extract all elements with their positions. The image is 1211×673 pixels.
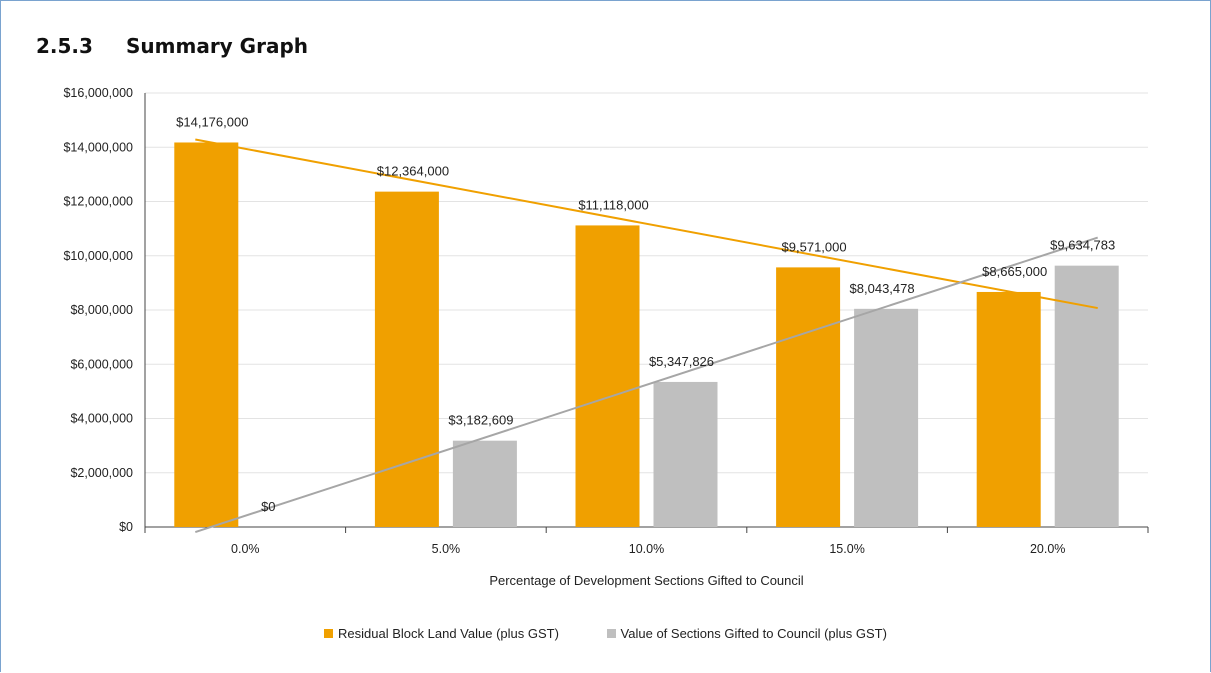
y-tick-label: $6,000,000	[70, 357, 133, 371]
y-tick-label: $4,000,000	[70, 412, 133, 426]
legend-label-residual: Residual Block Land Value (plus GST)	[338, 626, 559, 641]
bar-residual	[174, 142, 239, 527]
chart-legend: Residual Block Land Value (plus GST) Val…	[0, 626, 1211, 641]
x-tick-label: 5.0%	[432, 542, 461, 556]
data-label-gifted: $5,347,826	[649, 354, 714, 369]
trendline-gifted	[194, 236, 1099, 533]
y-tick-label: $16,000,000	[63, 86, 133, 100]
y-tick-label: $0	[119, 520, 133, 534]
x-tick-label: 0.0%	[231, 542, 260, 556]
bar-residual	[976, 291, 1041, 527]
data-label-gifted: $0	[261, 499, 275, 514]
section-number: 2.5.3	[36, 34, 93, 58]
data-label-gifted: $9,634,783	[1050, 238, 1115, 253]
trendline-residual	[195, 138, 1098, 310]
data-label-residual: $11,118,000	[578, 197, 648, 212]
bar-gifted	[854, 308, 919, 527]
bar-gifted	[452, 440, 517, 527]
data-label-residual: $9,571,000	[782, 239, 847, 254]
bar-gifted	[653, 381, 718, 527]
y-tick-label: $12,000,000	[63, 195, 133, 209]
x-tick-label: 15.0%	[829, 542, 864, 556]
y-tick-label: $2,000,000	[70, 466, 133, 480]
bar-residual	[776, 267, 841, 527]
data-label-residual: $12,364,000	[377, 164, 449, 179]
data-label-residual: $14,176,000	[176, 114, 248, 129]
legend-swatch-gifted	[606, 629, 616, 639]
legend-item-gifted: Value of Sections Gifted to Council (plu…	[606, 626, 887, 641]
legend-swatch-residual	[324, 629, 334, 639]
y-tick-label: $14,000,000	[63, 140, 133, 154]
section-heading: 2.5.3 Summary Graph	[36, 34, 308, 58]
x-tick-label: 10.0%	[629, 542, 664, 556]
data-label-residual: $8,665,000	[982, 264, 1047, 279]
legend-label-gifted: Value of Sections Gifted to Council (plu…	[620, 626, 887, 641]
data-label-gifted: $3,182,609	[448, 413, 513, 428]
x-tick-label: 20.0%	[1030, 542, 1065, 556]
legend-item-residual: Residual Block Land Value (plus GST)	[324, 626, 559, 641]
x-axis-title: Percentage of Development Sections Gifte…	[489, 573, 803, 588]
bar-residual	[374, 191, 439, 527]
y-tick-label: $10,000,000	[63, 249, 133, 263]
bar-gifted	[1054, 265, 1119, 527]
y-tick-label: $8,000,000	[70, 303, 133, 317]
bar-residual	[575, 225, 640, 527]
section-title: Summary Graph	[126, 34, 309, 58]
data-label-gifted: $8,043,478	[850, 281, 915, 296]
